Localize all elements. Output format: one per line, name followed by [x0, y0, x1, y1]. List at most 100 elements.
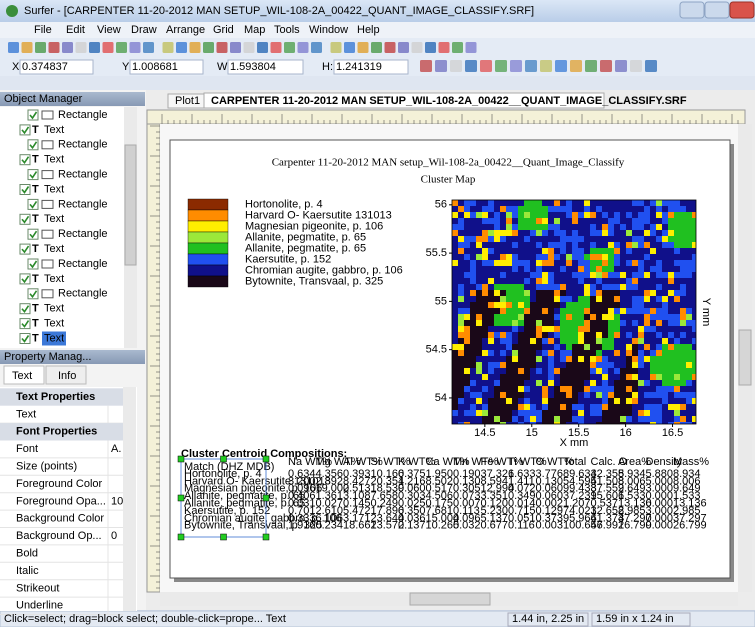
visibility-checkbox[interactable]	[19, 124, 31, 136]
selection-handle[interactable]	[220, 533, 227, 541]
toolbar-button[interactable]	[89, 42, 100, 53]
visibility-checkbox[interactable]	[19, 184, 31, 195]
toolbar-button[interactable]	[203, 42, 214, 53]
toolbar-button[interactable]	[357, 42, 369, 53]
visibility-checkbox[interactable]	[19, 303, 31, 315]
menu-item[interactable]: Arrange	[166, 24, 205, 36]
visibility-checkbox[interactable]	[19, 243, 31, 255]
toolbar-button[interactable]	[75, 42, 87, 53]
visibility-checkbox[interactable]	[19, 213, 31, 225]
tab-label[interactable]: Info	[58, 370, 76, 382]
toolbar-button[interactable]	[450, 60, 462, 72]
visibility-checkbox[interactable]	[19, 273, 31, 285]
object-item[interactable]: Rectangle	[58, 109, 108, 121]
selection-handle[interactable]	[220, 455, 227, 463]
property-label[interactable]: Background Op...	[16, 530, 102, 542]
selection-handle[interactable]	[262, 533, 270, 541]
toolbar-button[interactable]	[8, 42, 19, 53]
visibility-checkbox[interactable]	[27, 228, 39, 240]
visibility-checkbox[interactable]	[19, 333, 31, 344]
visibility-checkbox[interactable]	[27, 258, 39, 270]
toolbar-button[interactable]	[452, 42, 463, 53]
toolbar-button[interactable]	[585, 60, 597, 72]
toolbar-button[interactable]	[216, 42, 228, 53]
scrollbar[interactable]	[123, 387, 136, 611]
coord-field[interactable]	[333, 59, 409, 75]
toolbar-button[interactable]	[495, 60, 507, 72]
menu-item[interactable]: Tools	[274, 24, 300, 36]
toolbar-button[interactable]	[330, 42, 342, 53]
toolbar-button[interactable]	[384, 42, 396, 53]
menu-item[interactable]: Edit	[66, 24, 85, 36]
object-item[interactable]: Text	[44, 213, 64, 225]
selection-handle[interactable]	[262, 455, 270, 463]
tab[interactable]	[45, 365, 87, 385]
object-item[interactable]: Rectangle	[58, 198, 108, 210]
selection-handle[interactable]	[262, 494, 270, 502]
menu-item[interactable]: Map	[244, 24, 265, 36]
object-item[interactable]: Text	[44, 332, 64, 344]
scroll-thumb[interactable]	[409, 592, 491, 606]
visibility-checkbox[interactable]	[27, 109, 39, 121]
coord-field[interactable]	[19, 59, 94, 75]
toolbar-button[interactable]	[645, 60, 657, 72]
selection-handle[interactable]	[177, 455, 185, 463]
toolbar-button[interactable]	[35, 42, 46, 53]
visibility-checkbox[interactable]	[27, 139, 39, 151]
tab[interactable]	[3, 365, 45, 385]
property-label[interactable]: Size (points)	[16, 461, 77, 473]
toolbar-button[interactable]	[438, 42, 450, 53]
menu-item[interactable]: Help	[357, 24, 380, 36]
property-value[interactable]: A.	[111, 443, 121, 455]
toolbar-button[interactable]	[176, 42, 187, 53]
property-label[interactable]: Foreground Color	[16, 478, 103, 490]
toolbar-button[interactable]	[162, 42, 174, 53]
property-value[interactable]: 0	[111, 530, 117, 542]
property-label[interactable]: Bold	[16, 548, 38, 560]
toolbar-button[interactable]	[525, 60, 537, 72]
selection-handle[interactable]	[177, 494, 185, 502]
menu-item[interactable]: Grid	[213, 24, 234, 36]
toolbar-button[interactable]	[630, 60, 642, 72]
toolbar-button[interactable]	[116, 42, 127, 53]
object-item[interactable]: Text	[44, 124, 64, 136]
toolbar-button[interactable]	[21, 42, 33, 53]
toolbar-button[interactable]	[425, 42, 436, 53]
visibility-checkbox[interactable]	[27, 198, 39, 210]
tab-label[interactable]: Text	[12, 370, 32, 382]
toolbar-button[interactable]	[600, 60, 612, 72]
toolbar-button[interactable]	[270, 42, 282, 53]
property-label[interactable]: Background Color	[16, 513, 104, 525]
scroll-thumb[interactable]	[738, 329, 752, 386]
object-item[interactable]: Text	[44, 318, 64, 330]
toolbar-button[interactable]	[102, 42, 114, 53]
maximize-button[interactable]	[704, 1, 730, 19]
toolbar-button[interactable]	[243, 42, 255, 53]
object-item[interactable]: Text	[44, 154, 64, 166]
toolbar-button[interactable]	[284, 42, 295, 53]
toolbar-button[interactable]	[420, 60, 432, 72]
toolbar-button[interactable]	[570, 60, 582, 72]
minimize-button[interactable]	[679, 1, 705, 19]
object-item[interactable]: Rectangle	[58, 258, 108, 270]
toolbar-button[interactable]	[480, 60, 492, 72]
toolbar-button[interactable]	[465, 42, 477, 53]
object-item[interactable]: Rectangle	[58, 139, 108, 151]
object-item[interactable]: Rectangle	[58, 288, 108, 300]
menu-item[interactable]: File	[34, 24, 52, 36]
toolbar-button[interactable]	[230, 42, 241, 53]
object-item[interactable]: Text	[44, 303, 64, 315]
toolbar-button[interactable]	[398, 42, 409, 53]
tab[interactable]	[203, 92, 605, 109]
toolbar-button[interactable]	[540, 60, 552, 72]
doc-tab-label[interactable]: Plot1	[175, 95, 200, 107]
toolbar-button[interactable]	[62, 42, 73, 53]
property-value[interactable]: 10	[111, 495, 123, 507]
property-label[interactable]: Italic	[16, 565, 39, 577]
menu-item[interactable]: View	[97, 24, 121, 36]
toolbar-button[interactable]	[48, 42, 60, 53]
visibility-checkbox[interactable]	[27, 288, 39, 300]
menu-item[interactable]: Draw	[131, 24, 157, 36]
object-item[interactable]: Text	[44, 273, 64, 285]
doc-tab-label[interactable]: CARPENTER 11-20-2012 MAN SETUP_WIL-108-2…	[211, 95, 687, 107]
